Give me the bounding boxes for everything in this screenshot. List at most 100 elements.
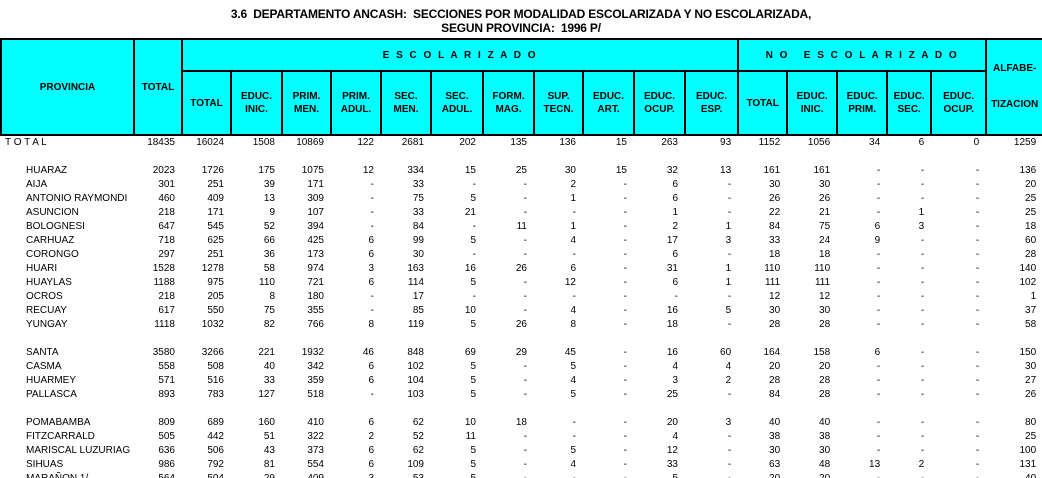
value-cell: 20 — [819, 361, 831, 372]
value-cell: 721 — [307, 277, 324, 288]
value-cell: 3 — [725, 417, 732, 428]
value-cell: 18 — [515, 417, 527, 428]
column-header: SEC. ADUL. — [430, 70, 484, 136]
value-cell: 69 — [464, 347, 476, 358]
value-cell: 1508 — [252, 137, 275, 148]
province-label: FITZCARRALD — [26, 431, 95, 442]
province-label: SANTA — [26, 347, 59, 358]
value-cell: 26 — [1025, 389, 1037, 400]
value-cell: 1056 — [807, 137, 831, 148]
column-header: SEC. MEN. — [380, 70, 432, 136]
value-cell: 110 — [259, 277, 275, 288]
value-cell: 84 — [769, 389, 781, 400]
value-cell: 16 — [666, 305, 678, 316]
value-cell: - — [727, 445, 732, 456]
value-cell: - — [975, 221, 980, 232]
table-row: PALLASCA 893 783 127 518 - 103 5 - 5 - 25 - 84 28 - - - 26 — [1, 388, 1042, 402]
province-label: T O T A L — [5, 137, 47, 148]
value-cell: 80 — [1025, 417, 1037, 428]
value-cell: 718 — [158, 235, 175, 246]
value-cell: - — [623, 347, 627, 358]
value-cell: - — [876, 431, 881, 442]
value-cell: - — [623, 263, 627, 274]
value-cell: 6 — [874, 221, 881, 232]
value-cell: 37 — [1025, 305, 1037, 316]
value-cell: - — [727, 207, 732, 218]
value-cell: - — [876, 319, 881, 330]
value-cell: - — [920, 445, 925, 456]
value-cell: 202 — [459, 137, 476, 148]
value-cell: 1152 — [758, 137, 781, 148]
value-cell: - — [975, 375, 980, 386]
value-cell: - — [920, 263, 925, 274]
value-cell: 180 — [307, 291, 324, 302]
value-cell: 1032 — [201, 319, 224, 330]
value-cell: 3266 — [201, 347, 224, 358]
value-cell: 4 — [570, 375, 576, 386]
value-cell: 18 — [1025, 221, 1037, 232]
value-cell: - — [523, 249, 527, 260]
value-cell: 334 — [407, 165, 424, 176]
value-cell: 161 — [763, 165, 781, 176]
value-cell: - — [623, 221, 627, 232]
value-cell: 518 — [307, 389, 324, 400]
value-cell: 110 — [764, 263, 781, 274]
value-cell: - — [572, 431, 576, 442]
value-cell: 322 — [307, 431, 324, 442]
value-cell: 809 — [158, 417, 175, 428]
value-cell: - — [370, 179, 374, 190]
value-cell: 10 — [464, 417, 476, 428]
value-cell: - — [370, 291, 374, 302]
column-header: EDUC. OCUP. — [633, 70, 686, 136]
value-cell: 58 — [263, 263, 275, 274]
province-label: CASMA — [26, 361, 62, 372]
province-label: YUNGAY — [26, 319, 68, 330]
value-cell: 27 — [1025, 375, 1037, 386]
value-cell: 554 — [307, 459, 324, 470]
value-cell: 40 — [986, 472, 1042, 478]
value-cell: 6 — [368, 445, 374, 456]
value-cell: 5 — [470, 277, 476, 288]
value-cell: 5 — [570, 445, 576, 456]
value-cell: 84 — [412, 221, 424, 232]
value-cell: - — [975, 179, 980, 190]
value-cell: - — [523, 445, 527, 456]
value-cell: - — [931, 472, 986, 478]
value-cell: 31 — [666, 263, 678, 274]
value-cell: 28 — [769, 375, 781, 386]
value-cell: 1726 — [201, 165, 224, 176]
value-cell: - — [674, 291, 678, 302]
value-cell: 16 — [666, 347, 678, 358]
value-cell: 30 — [819, 445, 831, 456]
value-cell: - — [876, 165, 881, 176]
value-cell: - — [975, 361, 980, 372]
value-cell: - — [472, 179, 476, 190]
value-cell: 30 — [819, 179, 831, 190]
table-row: ASUNCION 218 171 9 107 - 33 21 - - - 1 - 22 21 - 1 - 25 — [1, 206, 1042, 220]
value-cell: 119 — [408, 319, 424, 330]
value-cell: 25 — [515, 165, 527, 176]
value-cell: - — [975, 193, 980, 204]
value-cell: 60 — [720, 347, 732, 358]
value-cell: 30 — [564, 165, 576, 176]
value-cell: 33 — [263, 375, 275, 386]
value-cell: 20 — [738, 472, 787, 478]
value-cell: - — [837, 472, 887, 478]
table-row: HUARMEY 571 516 33 359 6 104 5 - 4 - 3 2 28 28 - - - 27 — [1, 374, 1042, 388]
value-cell: 508 — [207, 361, 224, 372]
value-cell: 28 — [819, 389, 831, 400]
value-cell: 20 — [1025, 179, 1037, 190]
value-cell: - — [523, 207, 527, 218]
value-cell: - — [975, 417, 980, 428]
value-cell: 4 — [570, 235, 576, 246]
value-cell: 3 — [918, 221, 925, 232]
value-cell: 18 — [819, 249, 831, 260]
value-cell: - — [623, 375, 627, 386]
value-cell: 53 — [381, 472, 431, 478]
value-cell: 38 — [769, 431, 781, 442]
province-label: OCROS — [26, 291, 63, 302]
column-header: EDUC. PRIM. — [836, 70, 889, 136]
value-cell: 171 — [307, 179, 324, 190]
value-cell: 5 — [470, 319, 476, 330]
value-cell: 26 — [515, 263, 527, 274]
